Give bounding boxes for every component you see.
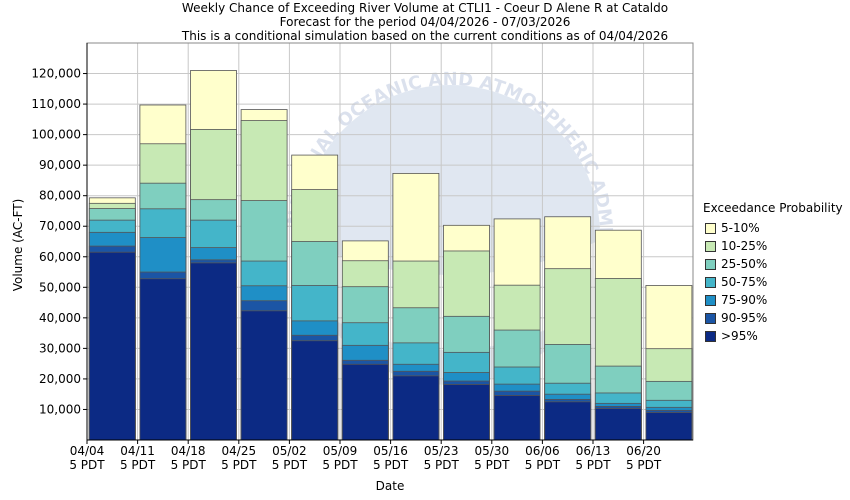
- x-tick-label-date: 04/25: [222, 444, 257, 458]
- x-tick-label-date: 04/04: [70, 444, 105, 458]
- y-tick-label: 20,000: [39, 372, 81, 386]
- y-tick-label: 40,000: [39, 311, 81, 325]
- legend-item-75-90-: 75-90%: [703, 291, 843, 309]
- legend-item-50-75-: 50-75%: [703, 273, 843, 291]
- y-tick-label: 120,000: [31, 67, 81, 81]
- x-tick-label-date: 04/11: [120, 444, 155, 458]
- chart-subtitle-conditions: This is a conditional simulation based o…: [181, 29, 669, 43]
- legend-swatch: [705, 222, 716, 234]
- x-tick-label-tz: 5 PDT: [424, 458, 460, 472]
- legend-title: Exceedance Probability: [703, 201, 843, 215]
- x-tick-label-tz: 5 PDT: [171, 458, 207, 472]
- x-tick-label-date: 06/06: [525, 444, 560, 458]
- bar-segment--95--05-16: [392, 375, 440, 441]
- y-axis-label: Volume (AC-FT): [11, 199, 25, 292]
- bar-segment--95--04-04: [88, 251, 136, 441]
- legend-swatch: [705, 240, 716, 252]
- legend-item-5-10-: 5-10%: [703, 219, 843, 237]
- y-tick-label: 90,000: [39, 158, 81, 172]
- bar-segment--95--04-11: [139, 278, 187, 441]
- y-tick-label: 30,000: [39, 341, 81, 355]
- bar-segment--95--06-20: [645, 412, 693, 441]
- legend-swatch: [705, 258, 716, 270]
- y-tick-label: 10,000: [39, 402, 81, 416]
- x-tick-label-tz: 5 PDT: [474, 458, 510, 472]
- legend-label: 10-25%: [721, 239, 768, 253]
- x-tick-label-tz: 5 PDT: [525, 458, 561, 472]
- legend-item-90-95-: 90-95%: [703, 309, 843, 327]
- x-tick-label-tz: 5 PDT: [221, 458, 257, 472]
- y-tick-label: 100,000: [31, 128, 81, 142]
- gridlines: [86, 43, 693, 440]
- bar-segment--95--04-18: [190, 262, 237, 441]
- x-tick-label-date: 05/30: [475, 444, 510, 458]
- legend-item--95-: >95%: [703, 327, 843, 345]
- x-tick-label-tz: 5 PDT: [69, 458, 105, 472]
- legend: Exceedance Probability 5-10% 10-25% 25-50%…: [703, 201, 843, 345]
- legend-label: >95%: [721, 329, 758, 343]
- legend-item-25-50-: 25-50%: [703, 255, 843, 273]
- legend-label: 90-95%: [721, 311, 768, 325]
- legend-items: 5-10% 10-25% 25-50% 50-75% 75-90% 90-95% >95%: [703, 219, 843, 345]
- x-tick-label-date: 06/13: [576, 444, 611, 458]
- x-tick-label-tz: 5 PDT: [626, 458, 662, 472]
- bar-segment--95--05-02: [291, 340, 339, 441]
- bar-segment--95--05-09: [341, 363, 389, 441]
- chart-title: Weekly Chance of Exceeding River Volume …: [181, 1, 669, 15]
- x-tick-label-date: 05/02: [272, 444, 307, 458]
- legend-swatch: [705, 276, 716, 288]
- x-tick-label-tz: 5 PDT: [575, 458, 611, 472]
- legend-label: 50-75%: [721, 275, 768, 289]
- x-tick-label-tz: 5 PDT: [120, 458, 156, 472]
- bar-segment--95--04-25: [240, 310, 288, 441]
- x-tick-label-date: 05/16: [373, 444, 408, 458]
- y-tick-label: 80,000: [39, 189, 81, 203]
- legend-swatch: [705, 294, 716, 306]
- y-tick-label: 60,000: [39, 250, 81, 264]
- bars: [88, 70, 693, 441]
- x-axis-label: Date: [376, 479, 405, 493]
- bar-segment--95--06-13: [594, 408, 642, 441]
- legend-swatch: [705, 330, 716, 342]
- y-tick-label: 70,000: [39, 219, 81, 233]
- x-tick-label-tz: 5 PDT: [373, 458, 409, 472]
- legend-label: 5-10%: [721, 221, 760, 235]
- x-tick-label-tz: 5 PDT: [322, 458, 358, 472]
- x-tick-label-date: 05/09: [323, 444, 358, 458]
- y-tick-label: 110,000: [31, 97, 81, 111]
- x-tick-label-date: 04/18: [171, 444, 206, 458]
- bar-segment--95--05-23: [443, 384, 490, 441]
- legend-item-10-25-: 10-25%: [703, 237, 843, 255]
- x-tick-label-tz: 5 PDT: [272, 458, 308, 472]
- chart-subtitle-period: Forecast for the period 04/04/2026 - 07/…: [279, 15, 571, 29]
- legend-label: 25-50%: [721, 257, 768, 271]
- y-tick-label: 50,000: [39, 280, 81, 294]
- bar-segment--95--05-30: [493, 395, 541, 441]
- legend-label: 75-90%: [721, 293, 768, 307]
- legend-swatch: [705, 312, 716, 324]
- y-tick-labels: 10,000 20,000 30,000 40,000 50,000 60,000 70,0…: [31, 67, 87, 416]
- bar-segment--95--06-06: [544, 401, 592, 441]
- x-tick-label-date: 06/20: [626, 444, 661, 458]
- x-tick-label-date: 05/23: [424, 444, 459, 458]
